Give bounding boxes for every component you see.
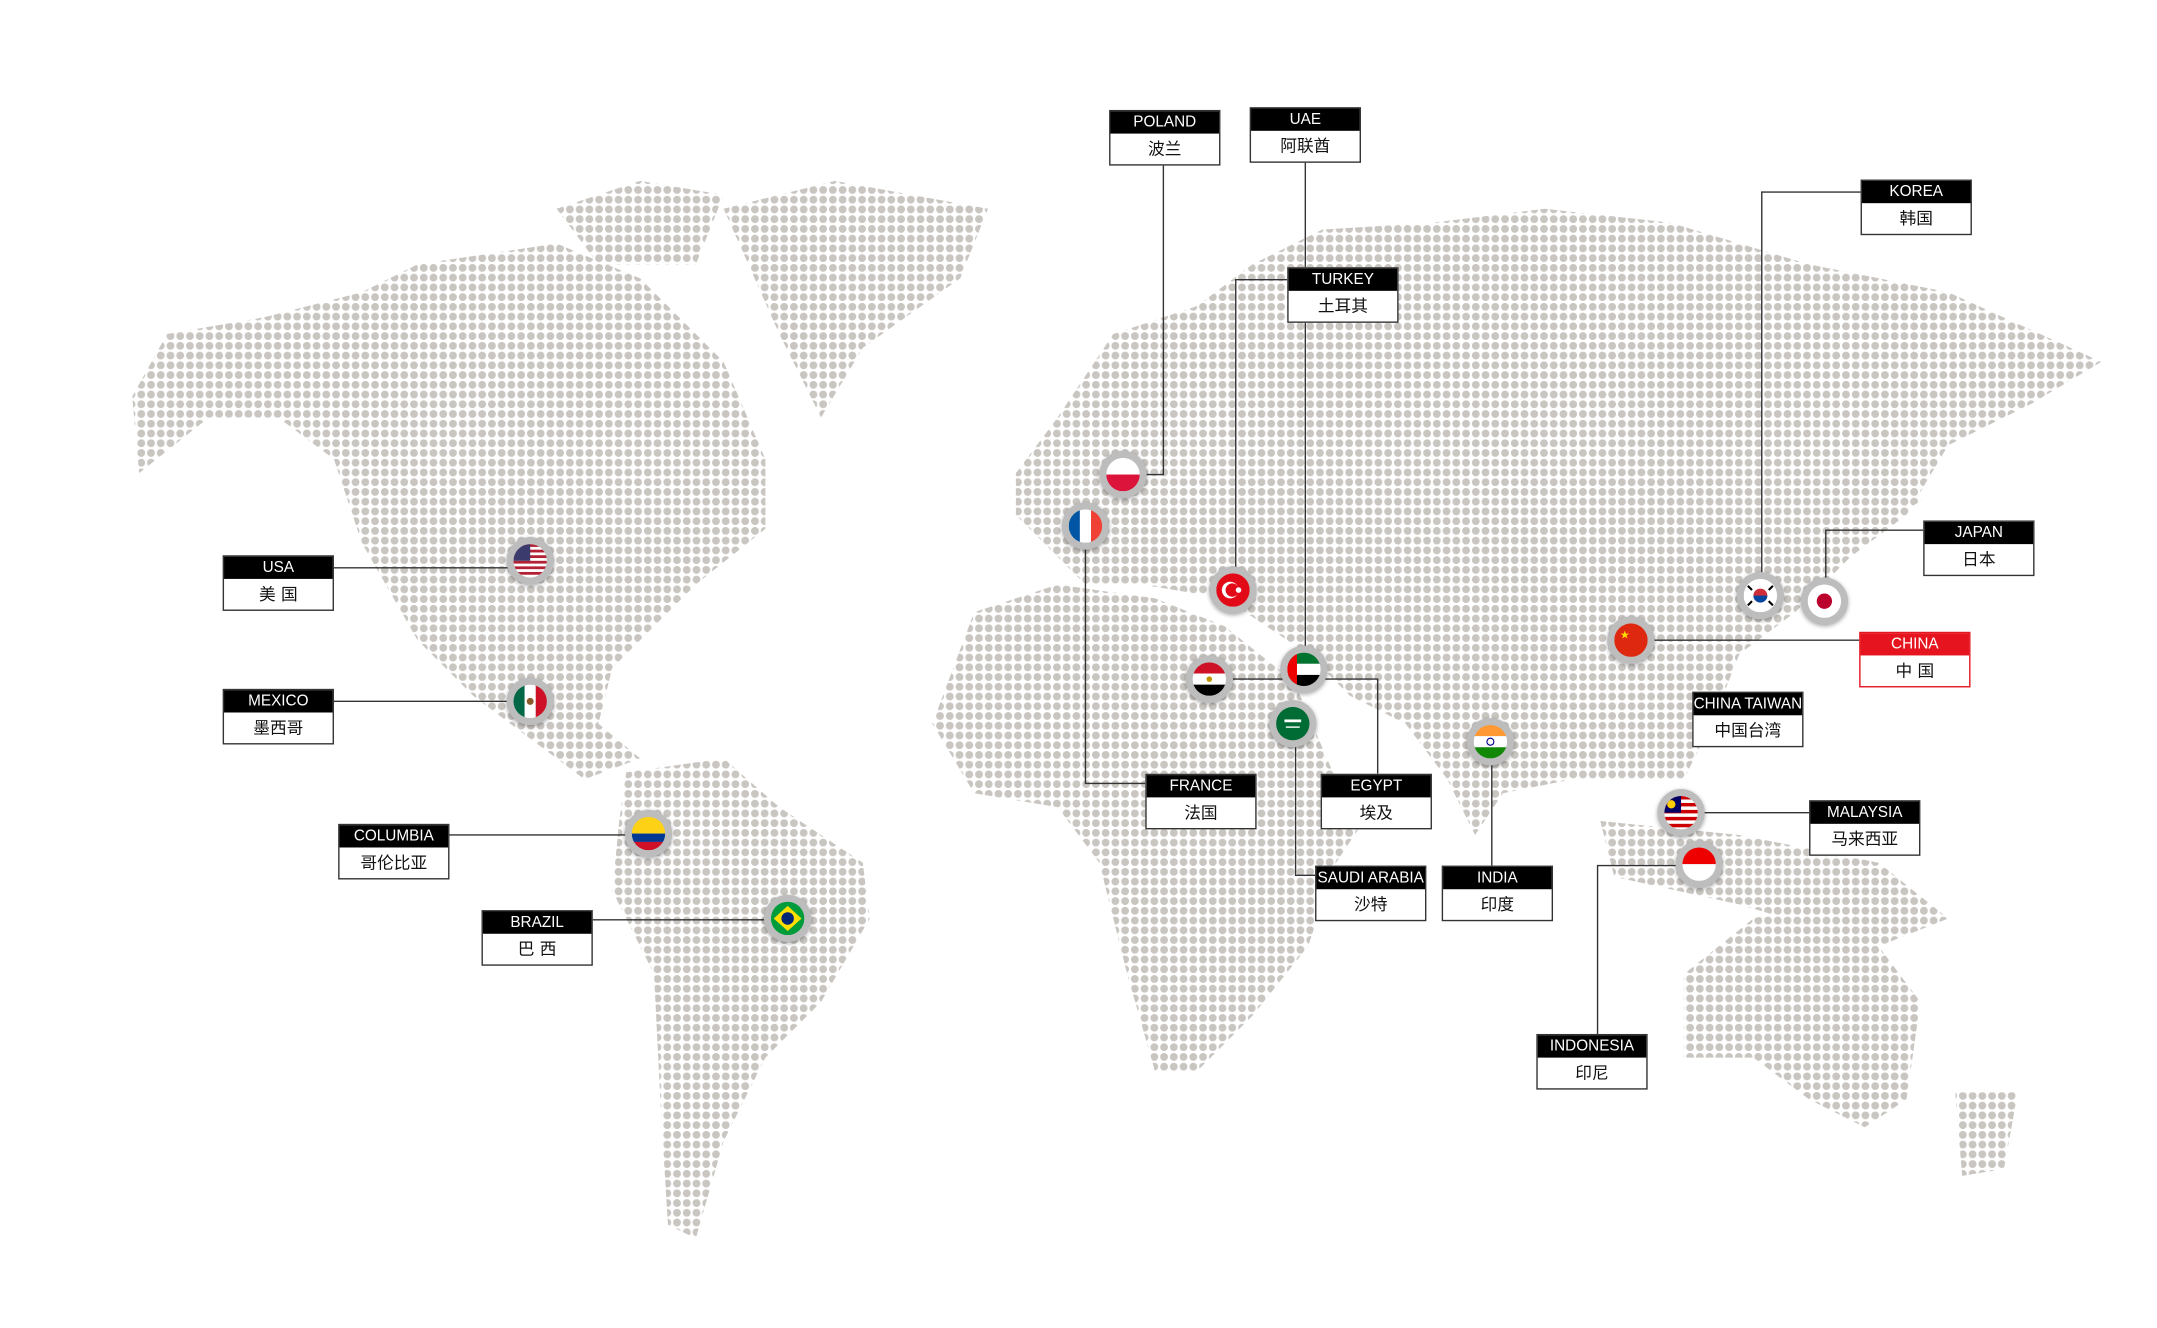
leader-line-france xyxy=(1084,546,1146,785)
india-flag-icon[interactable] xyxy=(1466,718,1515,766)
label-taiwan: CHINA TAIWAN 中国台湾 xyxy=(1692,691,1804,748)
label-poland: POLAND 波兰 xyxy=(1109,109,1221,166)
label-cn: 沙特 xyxy=(1354,894,1388,915)
label-cn: 中 国 xyxy=(1895,661,1935,681)
label-malaysia: MALAYSIA 马来西亚 xyxy=(1809,800,1921,856)
leader-line-egypt xyxy=(1230,678,1379,774)
label-en: SAUDI ARABIA xyxy=(1316,866,1425,890)
korea-flag-icon[interactable] xyxy=(1736,571,1785,620)
label-cn: 墨西哥 xyxy=(253,718,304,738)
label-egypt: EGYPT 埃及 xyxy=(1320,773,1432,830)
label-cn: 法国 xyxy=(1184,802,1218,823)
label-en: UAE xyxy=(1251,108,1360,131)
label-en: MEXICO xyxy=(224,690,333,713)
japan-flag-icon[interactable] xyxy=(1800,577,1849,625)
label-cn: 埃及 xyxy=(1359,802,1393,823)
label-cn: 日本 xyxy=(1962,549,1996,570)
leader-line-japan xyxy=(1825,529,1924,581)
label-cn: 波兰 xyxy=(1148,139,1182,159)
label-en: USA xyxy=(224,556,333,579)
china-flag-icon[interactable]: ★ xyxy=(1607,616,1655,664)
leader-line-saudi xyxy=(1294,744,1316,877)
label-en: CHINA TAIWAN xyxy=(1693,693,1803,716)
label-japan: JAPAN 日本 xyxy=(1923,520,2035,577)
label-cn: 韩国 xyxy=(1899,208,1933,229)
label-indonesia: INDONESIA 印尼 xyxy=(1536,1033,1648,1090)
indonesia-flag-icon[interactable] xyxy=(1675,840,1723,888)
label-india: INDIA 印度 xyxy=(1441,865,1554,922)
label-china: CHINA 中 国 xyxy=(1859,631,1971,688)
label-en: CHINA xyxy=(1860,633,1970,656)
label-en: FRANCE xyxy=(1146,775,1256,798)
label-cn: 中国台湾 xyxy=(1714,720,1782,741)
label-en: INDONESIA xyxy=(1537,1035,1647,1058)
turkey-flag-icon[interactable] xyxy=(1209,566,1257,614)
label-cn: 土耳其 xyxy=(1317,296,1368,316)
label-en: MALAYSIA xyxy=(1810,801,1920,824)
label-mexico: MEXICO 墨西哥 xyxy=(222,688,334,745)
label-brazil: BRAZIL 巴 西 xyxy=(481,910,593,966)
label-en: KOREA xyxy=(1861,180,1971,204)
label-en: EGYPT xyxy=(1322,775,1431,798)
leader-line-poland xyxy=(1143,164,1165,476)
saudi-arabia-flag-icon[interactable] xyxy=(1269,699,1317,748)
label-en: POLAND xyxy=(1110,111,1220,134)
colombia-flag-icon[interactable] xyxy=(624,809,673,858)
label-cn: 巴 西 xyxy=(517,939,557,959)
usa-flag-icon[interactable] xyxy=(506,537,554,585)
brazil-flag-icon[interactable] xyxy=(763,894,812,943)
svg-text:★: ★ xyxy=(1620,630,1630,642)
france-flag-icon[interactable] xyxy=(1061,502,1110,550)
leader-line-turkey xyxy=(1235,279,1288,570)
label-turkey: TURKEY 土耳其 xyxy=(1287,267,1399,323)
uae-flag-icon[interactable] xyxy=(1280,645,1328,694)
leader-line-korea xyxy=(1761,191,1861,575)
label-cn: 印尼 xyxy=(1575,1063,1609,1083)
leader-line-indonesia xyxy=(1596,864,1679,1034)
label-usa: USA 美 国 xyxy=(222,555,334,611)
label-en: TURKEY xyxy=(1288,268,1398,291)
label-france: FRANCE 法国 xyxy=(1145,773,1257,830)
label-en: JAPAN xyxy=(1924,521,2034,545)
malaysia-flag-icon[interactable] xyxy=(1657,789,1705,837)
label-korea: KOREA 韩国 xyxy=(1860,179,1972,236)
label-cn: 阿联酋 xyxy=(1280,136,1331,156)
label-en: BRAZIL xyxy=(482,911,592,934)
label-saudi: SAUDI ARABIA 沙特 xyxy=(1315,865,1427,922)
label-en: INDIA xyxy=(1443,866,1552,890)
egypt-flag-icon[interactable] xyxy=(1185,655,1233,703)
poland-flag-icon[interactable] xyxy=(1099,450,1147,499)
label-cn: 美 国 xyxy=(258,584,298,604)
label-uae: UAE 阿联酋 xyxy=(1249,107,1361,163)
label-en: COLUMBIA xyxy=(339,825,449,848)
label-columbia: COLUMBIA 哥伦比亚 xyxy=(338,823,450,880)
label-cn: 印度 xyxy=(1480,894,1515,915)
label-cn: 马来西亚 xyxy=(1831,829,1899,849)
mexico-flag-icon[interactable] xyxy=(506,677,554,726)
label-cn: 哥伦比亚 xyxy=(360,853,428,873)
